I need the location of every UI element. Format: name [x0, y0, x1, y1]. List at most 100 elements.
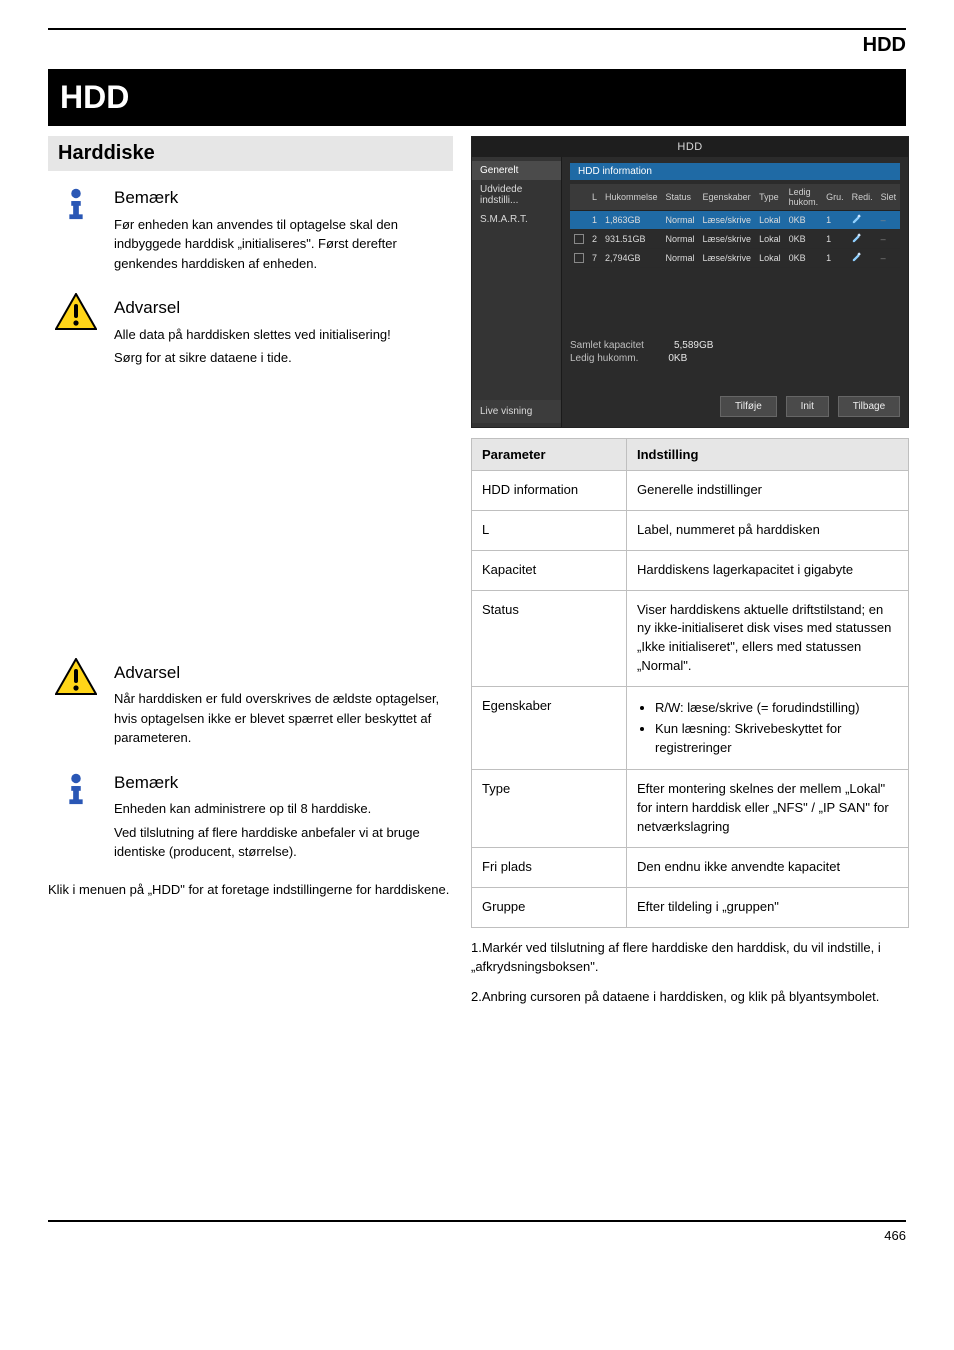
warning-box-2: Advarsel Når harddisken er fuld overskri…	[48, 656, 453, 752]
shot-hdd-col: Hukommelse	[601, 184, 662, 211]
shot-nav-liveview[interactable]: Live visning	[472, 400, 561, 423]
shot-hdd-cell: 1	[822, 211, 848, 230]
shot-hdd-cell: Lokal	[755, 249, 785, 268]
param-value: Efter montering skelnes der mellem „Loka…	[627, 770, 909, 848]
delete-icon[interactable]: –	[881, 215, 886, 225]
shot-btn-add[interactable]: Tilføje	[720, 396, 777, 417]
param-key: Gruppe	[472, 887, 627, 927]
shot-hdd-cell: 931.51GB	[601, 230, 662, 249]
note-box-2: Bemærk Enheden kan administrere op til 8…	[48, 766, 453, 866]
shot-hdd-cell	[848, 230, 877, 249]
warning-icon	[55, 658, 97, 696]
note-2-text2: Ved tilslutning af flere harddiske anbef…	[114, 823, 453, 862]
shot-hdd-col: Slet	[877, 184, 901, 211]
shot-hdd-row[interactable]: 11,863GBNormalLæse/skriveLokal0KB1–	[570, 211, 900, 230]
edit-icon[interactable]	[852, 214, 862, 224]
shot-hdd-cell: –	[877, 211, 901, 230]
warning-box-1: Advarsel Alle data på harddisken slettes…	[48, 291, 453, 372]
delete-icon[interactable]: –	[881, 234, 886, 244]
warn-1-title: Advarsel	[114, 295, 453, 321]
shot-hdd-cell: 0KB	[785, 249, 823, 268]
shot-hdd-cell: –	[877, 230, 901, 249]
shot-hdd-cell: 0KB	[785, 211, 823, 230]
shot-sidebar: Generelt Udvidede indstilli... S.M.A.R.T…	[472, 157, 562, 427]
shot-hdd-col: Status	[662, 184, 699, 211]
shot-btn-back[interactable]: Tilbage	[838, 396, 900, 417]
shot-button-row: Tilføje Init Tilbage	[570, 386, 900, 417]
param-col-key: Parameter	[472, 439, 627, 471]
param-value: R/W: læse/skrive (= forudindstilling)Kun…	[627, 686, 909, 770]
shot-hdd-col: Type	[755, 184, 785, 211]
parameter-table: Parameter Indstilling HDD informationGen…	[471, 438, 909, 928]
delete-icon[interactable]: –	[881, 253, 886, 263]
param-row: Fri pladsDen endnu ikke anvendte kapacit…	[472, 847, 909, 887]
param-key: Kapacitet	[472, 550, 627, 590]
shot-free-value: 0KB	[668, 353, 687, 364]
shot-hdd-col: Gru.	[822, 184, 848, 211]
edit-icon[interactable]	[852, 252, 862, 262]
page-header-right: HDD	[48, 34, 906, 63]
warn-1-text2: Sørg for at sikre dataene i tide.	[114, 348, 453, 368]
step-1: 1.Markér ved tilslutning af flere harddi…	[471, 938, 909, 977]
shot-btn-init[interactable]: Init	[786, 396, 829, 417]
shot-window-title: HDD	[472, 137, 908, 157]
param-value: Efter tildeling i „gruppen"	[627, 887, 909, 927]
shot-total-value: 5,589GB	[674, 340, 713, 351]
warn-1-text1: Alle data på harddisken slettes ved init…	[114, 325, 453, 345]
shot-hdd-cell	[848, 249, 877, 268]
closing-paragraph: Klik i menuen på „HDD" for at foretage i…	[48, 880, 468, 900]
param-key: Egenskaber	[472, 686, 627, 770]
checkbox-icon[interactable]	[574, 234, 584, 244]
shot-hdd-cell: Normal	[662, 249, 699, 268]
shot-hdd-cell: 7	[588, 249, 601, 268]
param-row: StatusViser harddiskens aktuelle driftst…	[472, 590, 909, 686]
param-row: LLabel, nummeret på harddisken	[472, 510, 909, 550]
param-key: L	[472, 510, 627, 550]
note-1-text: Før enheden kan anvendes til optagelse s…	[114, 215, 453, 274]
checkbox-icon[interactable]	[574, 215, 584, 225]
param-value: Label, nummeret på harddisken	[627, 510, 909, 550]
shot-hdd-cell: Læse/skrive	[699, 230, 756, 249]
shot-total-label: Samlet kapacitet	[570, 340, 644, 351]
shot-nav-general[interactable]: Generelt	[472, 161, 561, 180]
shot-hdd-cell	[570, 249, 588, 268]
note-1-title: Bemærk	[114, 185, 453, 211]
shot-hdd-col	[570, 184, 588, 211]
shot-hdd-col: Egenskaber	[699, 184, 756, 211]
page-title-banner: HDD	[48, 69, 906, 126]
shot-hdd-cell: 0KB	[785, 230, 823, 249]
note-2-text1: Enheden kan administrere op til 8 harddi…	[114, 799, 453, 819]
shot-hdd-row[interactable]: 2931.51GBNormalLæse/skriveLokal0KB1–	[570, 230, 900, 249]
param-row: KapacitetHarddiskens lagerkapacitet i gi…	[472, 550, 909, 590]
shot-hdd-cell: Læse/skrive	[699, 249, 756, 268]
note-box-1: Bemærk Før enheden kan anvendes til opta…	[48, 181, 453, 277]
shot-hdd-cell: Normal	[662, 211, 699, 230]
info-icon	[57, 768, 95, 806]
param-row: TypeEfter montering skelnes der mellem „…	[472, 770, 909, 848]
shot-hdd-cell: 1	[822, 230, 848, 249]
shot-nav-smart[interactable]: S.M.A.R.T.	[472, 210, 561, 229]
shot-hdd-cell	[570, 230, 588, 249]
shot-hdd-cell: Lokal	[755, 211, 785, 230]
shot-hdd-cell: 1,863GB	[601, 211, 662, 230]
shot-hdd-cell: Normal	[662, 230, 699, 249]
edit-icon[interactable]	[852, 233, 862, 243]
param-key: Fri plads	[472, 847, 627, 887]
param-row: GruppeEfter tildeling i „gruppen"	[472, 887, 909, 927]
param-value: Viser harddiskens aktuelle driftstilstan…	[627, 590, 909, 686]
warn-2-title: Advarsel	[114, 660, 453, 686]
shot-hdd-row[interactable]: 72,794GBNormalLæse/skriveLokal0KB1–	[570, 249, 900, 268]
shot-hdd-cell: 2	[588, 230, 601, 249]
shot-nav-advanced[interactable]: Udvidede indstilli...	[472, 180, 561, 210]
warning-icon	[55, 293, 97, 331]
param-row: HDD informationGenerelle indstillinger	[472, 471, 909, 511]
shot-hdd-cell	[570, 211, 588, 230]
checkbox-icon[interactable]	[574, 253, 584, 263]
shot-hdd-cell: –	[877, 249, 901, 268]
shot-hdd-cell	[848, 211, 877, 230]
shot-tab-hddinfo[interactable]: HDD information	[570, 163, 900, 180]
shot-hdd-col: Redi.	[848, 184, 877, 211]
param-row: EgenskaberR/W: læse/skrive (= forudindst…	[472, 686, 909, 770]
note-2-title: Bemærk	[114, 770, 453, 796]
param-value: Den endnu ikke anvendte kapacitet	[627, 847, 909, 887]
